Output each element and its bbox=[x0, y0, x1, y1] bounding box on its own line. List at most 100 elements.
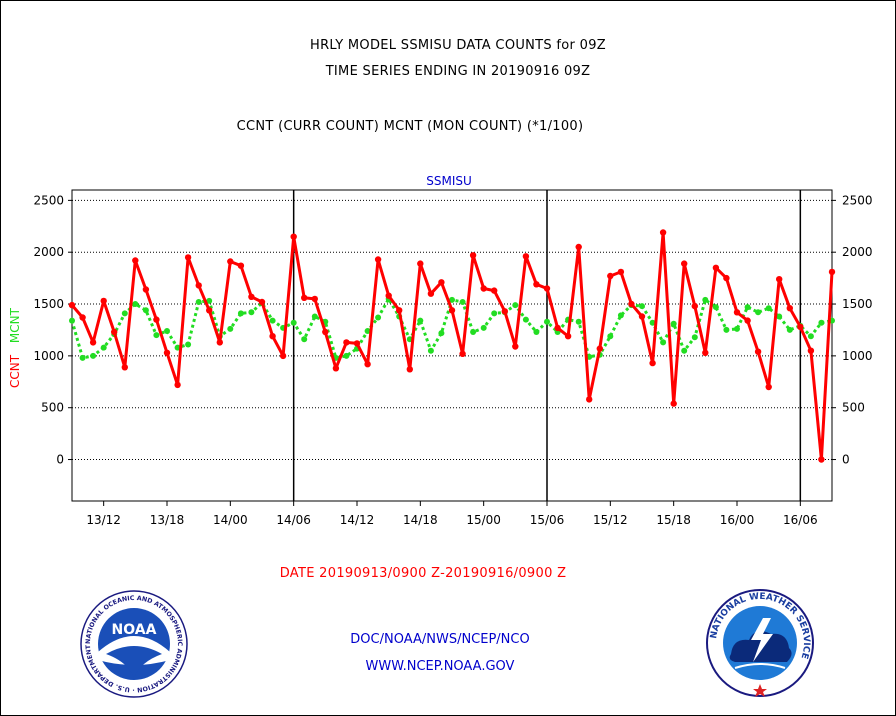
data-point-ccnt bbox=[121, 364, 128, 371]
series-layer bbox=[68, 229, 836, 463]
y-tick-label-left: 0 bbox=[56, 453, 64, 467]
data-point-mcnt bbox=[311, 313, 318, 320]
data-point-mcnt bbox=[807, 333, 814, 340]
series-description: CCNT (CURR COUNT) MCNT (MON COUNT) (*1/1… bbox=[236, 119, 584, 134]
data-point-ccnt bbox=[142, 286, 150, 293]
data-point-ccnt bbox=[385, 292, 392, 299]
data-point-ccnt bbox=[522, 253, 530, 260]
data-point-ccnt bbox=[206, 307, 213, 314]
data-point-mcnt bbox=[544, 318, 550, 325]
data-point-ccnt bbox=[670, 400, 677, 407]
data-point-ccnt bbox=[111, 328, 118, 336]
data-point-mcnt bbox=[195, 299, 202, 305]
data-point-ccnt bbox=[153, 316, 160, 323]
svg-text:NOAA: NOAA bbox=[112, 622, 157, 638]
x-tick-label: 13/18 bbox=[150, 513, 185, 527]
data-point-ccnt bbox=[533, 281, 540, 288]
data-point-ccnt bbox=[195, 282, 202, 289]
data-point-ccnt bbox=[733, 309, 741, 316]
y-tick-label-left: 500 bbox=[41, 401, 64, 415]
y-axis-left: 0 500 1000 1500 2000 2500 bbox=[33, 193, 72, 467]
x-axis: 13/12 13/18 14/00 14/06 14/12 14/18 15/00 15/06… bbox=[86, 501, 818, 527]
data-point-ccnt bbox=[364, 361, 371, 368]
data-point-ccnt bbox=[79, 314, 86, 321]
agency-credit: DOC/NOAA/NWS/NCEP/NCO bbox=[350, 632, 530, 647]
data-point-ccnt bbox=[659, 229, 667, 236]
x-tick-label: 16/06 bbox=[783, 513, 818, 527]
data-point-ccnt bbox=[575, 243, 582, 251]
data-point-ccnt bbox=[681, 260, 688, 267]
series-ccnt bbox=[68, 229, 836, 463]
data-point-ccnt bbox=[448, 307, 456, 314]
data-point-ccnt bbox=[343, 339, 350, 346]
data-point-mcnt bbox=[121, 310, 128, 317]
data-point-mcnt bbox=[164, 328, 170, 334]
y-tick-label-left: 2000 bbox=[33, 245, 64, 259]
data-point-mcnt bbox=[639, 303, 645, 310]
data-point-mcnt bbox=[575, 318, 582, 325]
data-point-ccnt bbox=[723, 274, 730, 282]
data-point-ccnt bbox=[491, 287, 498, 294]
data-point-mcnt bbox=[449, 296, 455, 303]
data-point-mcnt bbox=[723, 326, 730, 333]
data-point-mcnt bbox=[301, 336, 308, 343]
national-weather-service-logo-icon: NATIONAL WEATHER SERVICE bbox=[706, 589, 814, 697]
data-point-ccnt bbox=[227, 258, 234, 265]
data-point-ccnt bbox=[617, 268, 625, 276]
data-point-mcnt bbox=[227, 325, 234, 332]
data-point-mcnt bbox=[290, 319, 297, 326]
date-range: DATE 20190913/0900 Z-20190916/0900 Z bbox=[279, 566, 567, 581]
data-point-mcnt bbox=[470, 329, 477, 335]
data-point-mcnt bbox=[649, 319, 656, 326]
data-point-mcnt bbox=[237, 310, 244, 317]
data-point-ccnt bbox=[322, 328, 329, 336]
data-point-ccnt bbox=[501, 308, 508, 315]
data-point-mcnt bbox=[79, 354, 86, 361]
data-point-mcnt bbox=[459, 299, 466, 305]
y-tick-label-right: 1000 bbox=[842, 349, 873, 363]
data-point-ccnt bbox=[807, 347, 815, 354]
data-point-ccnt bbox=[290, 233, 297, 240]
data-point-mcnt bbox=[100, 344, 107, 351]
data-point-mcnt bbox=[269, 317, 276, 324]
data-point-ccnt bbox=[417, 260, 424, 267]
data-point-mcnt bbox=[427, 347, 434, 354]
y-tick-label-right: 500 bbox=[842, 401, 865, 415]
data-point-ccnt bbox=[100, 297, 107, 305]
data-point-mcnt bbox=[132, 301, 139, 307]
data-point-ccnt bbox=[512, 343, 519, 350]
data-point-ccnt bbox=[638, 313, 646, 320]
y-tick-label-left: 2500 bbox=[33, 193, 64, 207]
data-point-mcnt bbox=[786, 326, 793, 333]
data-point-mcnt bbox=[364, 328, 371, 334]
data-point-ccnt bbox=[216, 339, 223, 346]
x-tick-label: 15/00 bbox=[466, 513, 501, 527]
data-point-ccnt bbox=[248, 293, 255, 300]
data-point-ccnt bbox=[438, 279, 445, 286]
data-point-mcnt bbox=[744, 304, 751, 311]
data-point-mcnt bbox=[512, 302, 519, 309]
data-point-ccnt bbox=[184, 254, 192, 261]
data-point-ccnt bbox=[554, 324, 561, 332]
data-point-mcnt bbox=[660, 339, 667, 346]
data-point-ccnt bbox=[712, 264, 720, 271]
plot-area bbox=[71, 189, 833, 502]
data-point-ccnt bbox=[818, 456, 825, 463]
data-point-ccnt bbox=[174, 381, 181, 389]
mcnt-axis-label: MCNT bbox=[8, 307, 22, 343]
data-point-ccnt bbox=[332, 365, 340, 372]
data-point-ccnt bbox=[754, 348, 762, 355]
y-tick-label-right: 2000 bbox=[842, 245, 873, 259]
data-point-mcnt bbox=[206, 297, 213, 304]
data-point-mcnt bbox=[153, 332, 160, 339]
x-tick-label: 15/06 bbox=[530, 513, 565, 527]
data-point-ccnt bbox=[628, 300, 635, 308]
data-point-ccnt bbox=[607, 272, 614, 280]
data-point-mcnt bbox=[607, 333, 614, 340]
data-point-ccnt bbox=[374, 256, 382, 263]
page-subtitle: TIME SERIES ENDING IN 20190916 09Z bbox=[325, 64, 591, 79]
data-point-mcnt bbox=[818, 319, 825, 326]
data-point-ccnt bbox=[132, 257, 139, 264]
x-tick-label: 15/12 bbox=[593, 513, 628, 527]
data-point-mcnt bbox=[670, 320, 677, 327]
